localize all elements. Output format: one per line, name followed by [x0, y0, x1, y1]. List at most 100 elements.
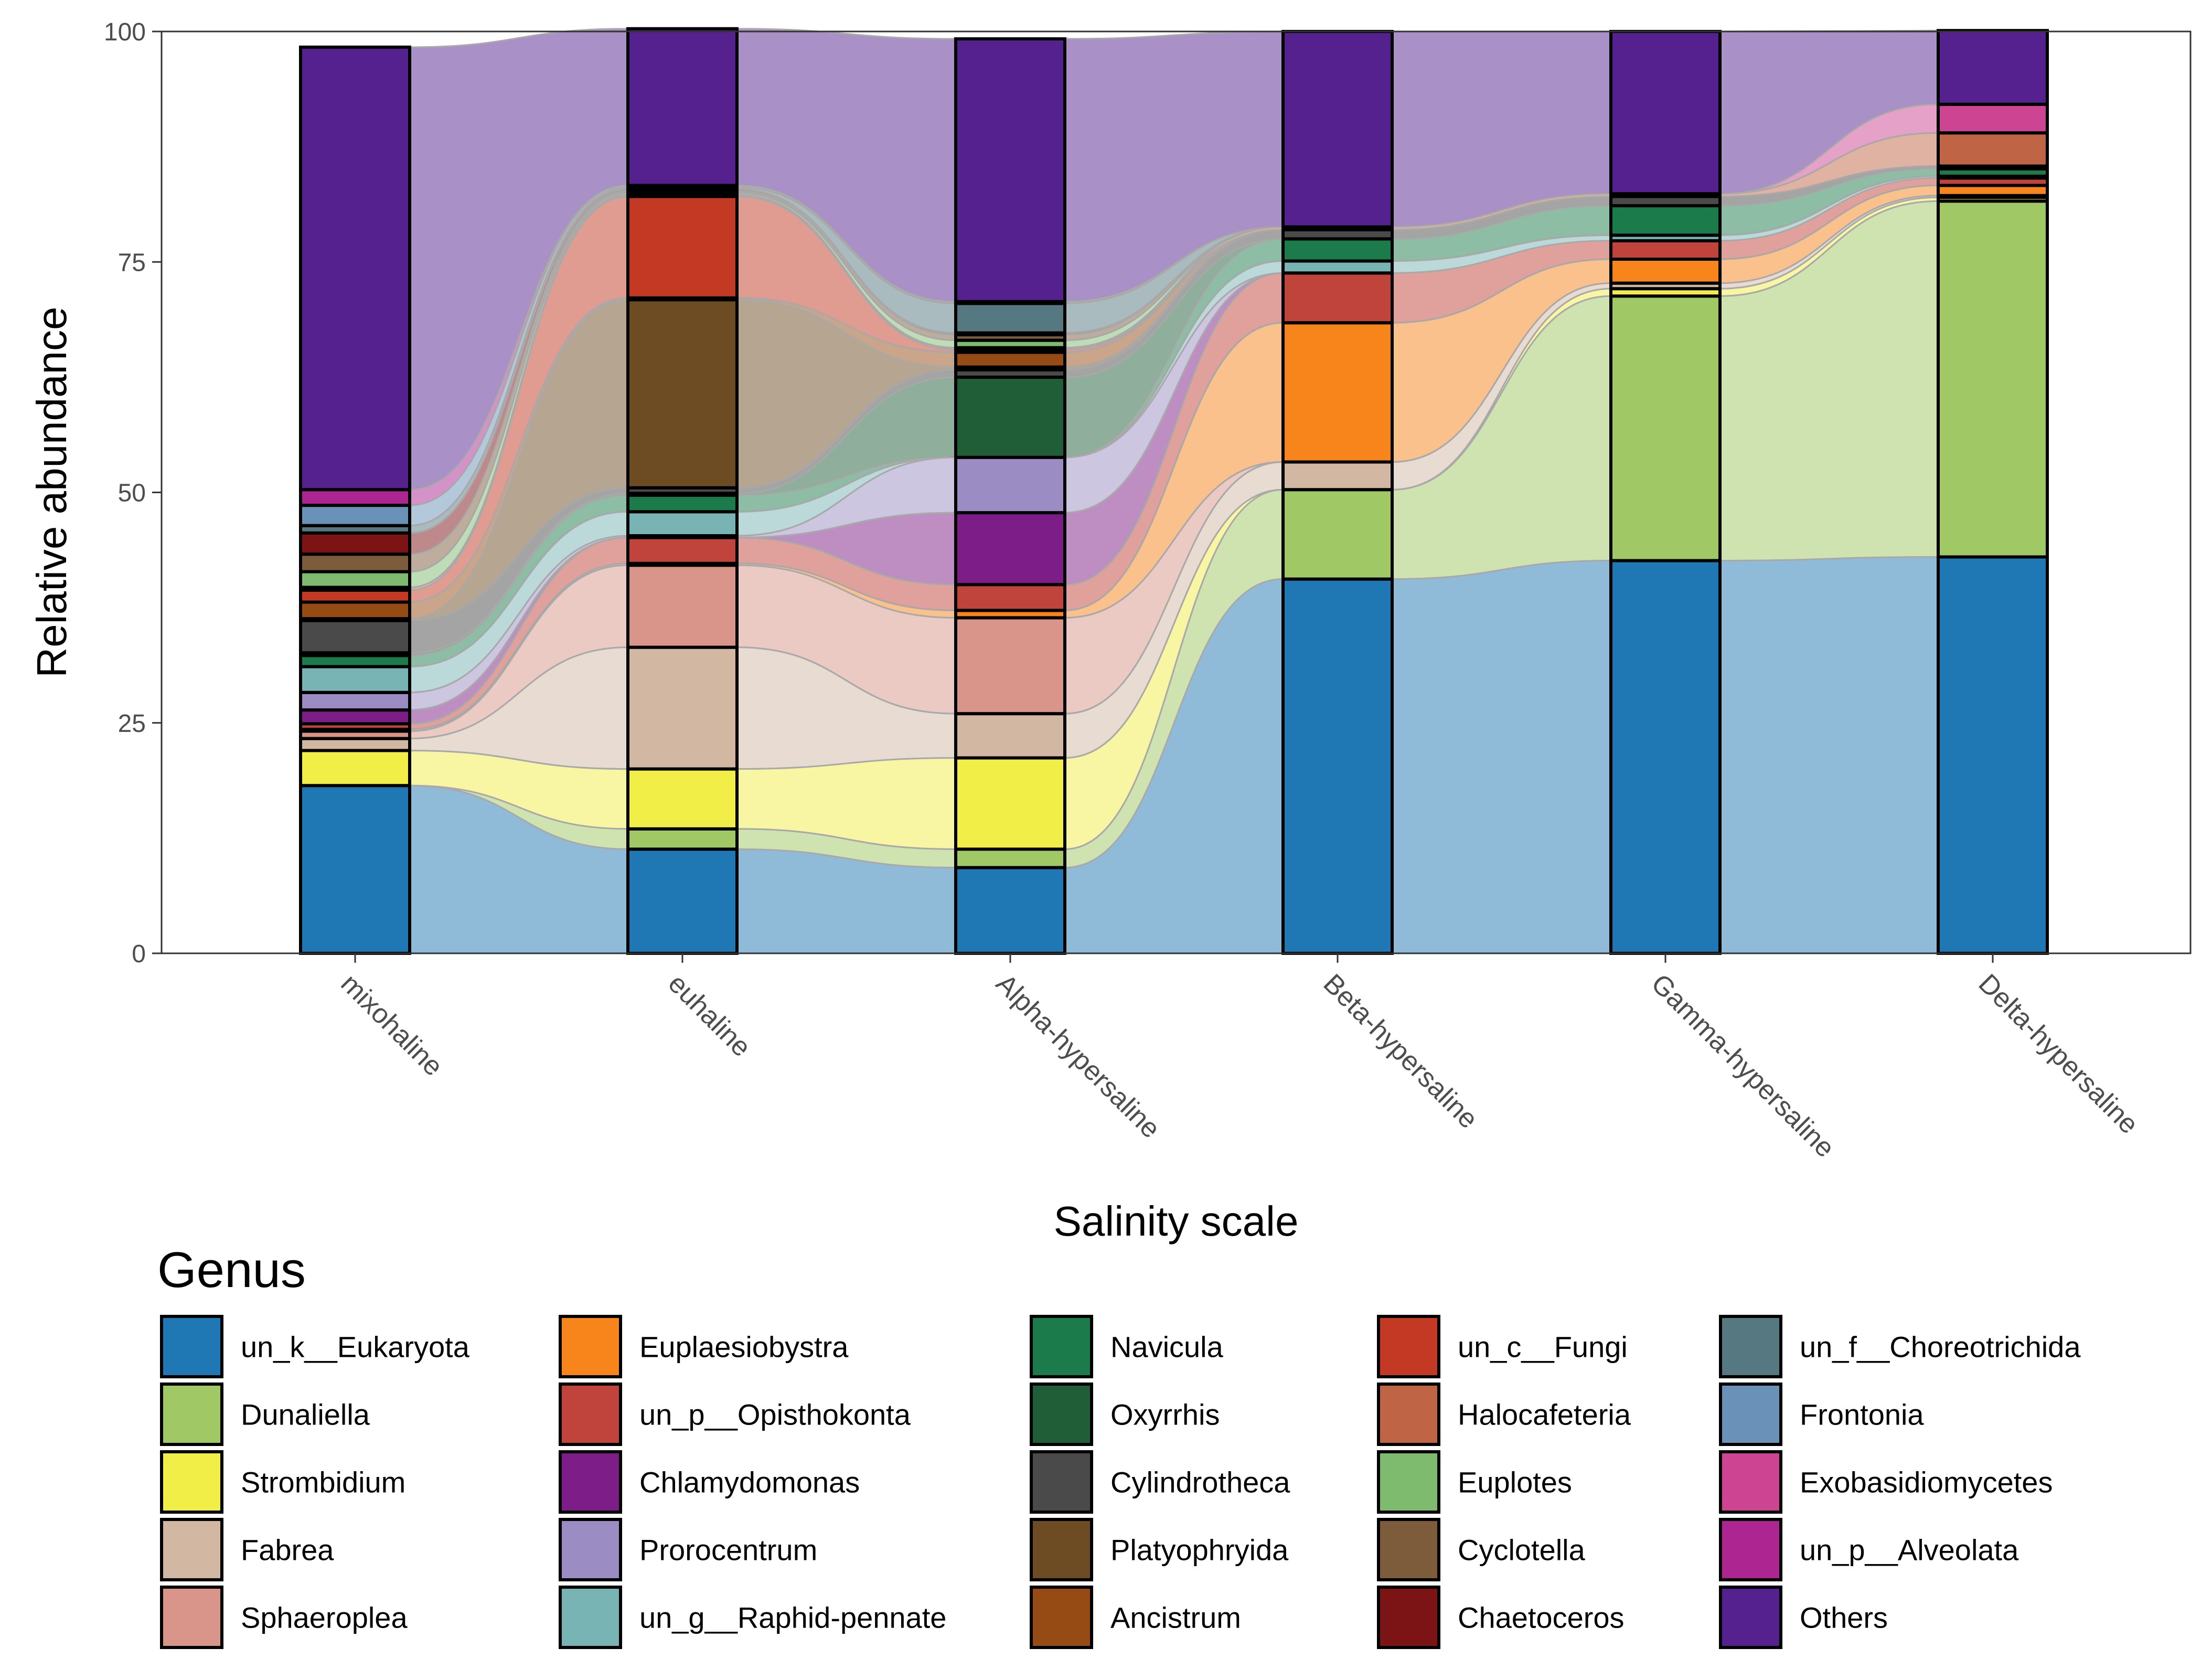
legend-key-cylindrotheca: [1030, 1450, 1093, 1514]
legend-key-strombidium: [160, 1450, 223, 1514]
legend-key-euplotes: [1377, 1450, 1440, 1514]
bar-segment-beta-hypersaline-others: [1281, 30, 1394, 229]
x-tick-label-delta-hypersaline: Delta-hypersaline: [1973, 968, 2144, 1140]
legend-key-exobasidiomycetes: [1719, 1450, 1782, 1514]
bar-segment-alpha-hypersaline-strombidium: [954, 756, 1066, 851]
bar-segment-euhaline-dunaliella: [626, 827, 739, 851]
bar-segment-mixohaline-frontonia: [299, 504, 411, 527]
legend-label-un-f-choreotrichida: un_f__Choreotrichida: [1800, 1331, 2081, 1364]
y-tick-label: 100: [104, 18, 146, 46]
bar-segment-delta-hypersaline-dunaliella: [1937, 199, 2049, 559]
legend-key-un-p-opisthokonta: [559, 1383, 622, 1446]
legend-key-navicula: [1030, 1315, 1093, 1378]
legend-label-fabrea: Fabrea: [241, 1534, 334, 1567]
bar-segment-mixohaline-ancistrum: [299, 600, 411, 621]
bar-segment-euhaline-un-p-opisthokonta: [626, 536, 739, 565]
bar-segment-alpha-hypersaline-prorocentrum: [954, 455, 1066, 515]
bar-segment-beta-hypersaline-un-k-eukaryota: [1281, 577, 1394, 955]
bar-segment-gamma-hypersaline-dunaliella: [1609, 294, 1722, 562]
y-tick-label: 50: [118, 480, 146, 507]
bar-segment-alpha-hypersaline-fabrea: [954, 712, 1066, 760]
bar-segment-mixohaline-cyclotella: [299, 552, 411, 573]
bar-segment-mixohaline-others: [299, 45, 411, 492]
bar-segment-alpha-hypersaline-chlamydomonas: [954, 511, 1066, 587]
legend-key-ancistrum: [1030, 1586, 1093, 1649]
legend-label-chaetoceros: Chaetoceros: [1458, 1601, 1625, 1634]
bar-segment-beta-hypersaline-navicula: [1281, 237, 1394, 263]
legend-key-un-f-choreotrichida: [1719, 1315, 1782, 1378]
y-tick-label: 75: [118, 249, 146, 277]
legend-label-prorocentrum: Prorocentrum: [639, 1534, 817, 1567]
bar-segment-euhaline-fabrea: [626, 645, 739, 771]
legend-label-others: Others: [1800, 1601, 1888, 1634]
legend-label-halocafeteria: Halocafeteria: [1458, 1398, 1631, 1431]
legend-key-cyclotella: [1377, 1518, 1440, 1581]
bar-segment-alpha-hypersaline-ancistrum: [954, 350, 1066, 369]
bar-segment-alpha-hypersaline-un-p-opisthokonta: [954, 583, 1066, 612]
alluvial-flows: [409, 28, 1939, 954]
bar-segment-beta-hypersaline-fabrea: [1281, 460, 1394, 492]
legend-label-un-k-eukaryota: un_k__Eukaryota: [241, 1331, 470, 1364]
bar-segment-delta-hypersaline-exobasidiomycetes: [1937, 102, 2049, 135]
legend-label-platyophryida: Platyophryida: [1110, 1534, 1289, 1567]
bar-segment-gamma-hypersaline-navicula: [1609, 204, 1722, 237]
bar-segment-mixohaline-un-g-raphid-pennate: [299, 665, 411, 694]
x-tick-label-mixohaline: mixohaline: [335, 968, 449, 1082]
legend-key-halocafeteria: [1377, 1383, 1440, 1446]
bar-segment-mixohaline-strombidium: [299, 749, 411, 788]
bar-segment-euhaline-un-k-eukaryota: [626, 847, 739, 955]
legend-label-un-g-raphid-pennate: un_g__Raphid-pennate: [639, 1601, 946, 1634]
bar-segment-beta-hypersaline-un-g-raphid-pennate: [1281, 259, 1394, 275]
bar-segment-gamma-hypersaline-euplaesiobystra: [1609, 257, 1722, 285]
x-axis: mixohaline euhaline Alpha-hypersaline Beta-…: [335, 953, 2144, 1164]
legend-key-others: [1719, 1586, 1782, 1649]
legend-label-exobasidiomycetes: Exobasidiomycetes: [1800, 1466, 2053, 1499]
bar-segment-beta-hypersaline-un-p-opisthokonta: [1281, 271, 1394, 325]
bar-segment-alpha-hypersaline-oxyrrhis: [954, 375, 1066, 459]
legend-label-navicula: Navicula: [1110, 1331, 1224, 1364]
bar-segment-mixohaline-prorocentrum: [299, 690, 411, 712]
bar-segment-delta-hypersaline-halocafeteria: [1937, 131, 2049, 168]
legend-label-ancistrum: Ancistrum: [1110, 1601, 1241, 1634]
bar-segment-euhaline-navicula: [626, 493, 739, 514]
bar-segment-delta-hypersaline-others: [1937, 29, 2049, 106]
bar-segment-beta-hypersaline-dunaliella: [1281, 488, 1394, 581]
x-tick-label-gamma-hypersaline: Gamma-hypersaline: [1645, 968, 1841, 1163]
legend-label-frontonia: Frontonia: [1800, 1398, 1924, 1431]
bar-segment-mixohaline-un-p-alveolata: [299, 488, 411, 507]
bar-segment-mixohaline-chaetoceros: [299, 531, 411, 556]
legend: un_k__Eukaryota Dunaliella Strombidium Fabr…: [160, 1315, 2081, 1649]
bar-segment-gamma-hypersaline-un-p-opisthokonta: [1609, 239, 1722, 261]
legend-label-un-p-opisthokonta: un_p__Opisthokonta: [639, 1398, 911, 1431]
bar-segment-gamma-hypersaline-un-k-eukaryota: [1609, 559, 1722, 955]
legend-label-oxyrrhis: Oxyrrhis: [1110, 1398, 1220, 1431]
legend-key-un-c-fungi: [1377, 1315, 1440, 1378]
bar-segment-alpha-hypersaline-un-k-eukaryota: [954, 866, 1066, 955]
bar-segment-alpha-hypersaline-sphaeroplea: [954, 616, 1066, 716]
legend-label-euplaesiobystra: Euplaesiobystra: [639, 1331, 849, 1364]
bar-segment-alpha-hypersaline-others: [954, 37, 1066, 303]
bar-segment-mixohaline-chlamydomonas: [299, 708, 411, 726]
x-tick-label-alpha-hypersaline: Alpha-hypersaline: [990, 968, 1166, 1144]
legend-label-chlamydomonas: Chlamydomonas: [639, 1466, 860, 1499]
legend-key-oxyrrhis: [1030, 1383, 1093, 1446]
x-tick-label-euhaline: euhaline: [662, 968, 757, 1062]
legend-key-chlamydomonas: [559, 1450, 622, 1514]
legend-label-cyclotella: Cyclotella: [1458, 1534, 1586, 1567]
x-tick-label-beta-hypersaline: Beta-hypersaline: [1318, 968, 1484, 1134]
bar-segment-mixohaline-navicula: [299, 654, 411, 668]
y-axis-title: Relative abundance: [28, 306, 75, 677]
legend-key-fabrea: [160, 1518, 223, 1581]
legend-label-strombidium: Strombidium: [241, 1466, 405, 1499]
legend-key-prorocentrum: [559, 1518, 622, 1581]
bar-segment-gamma-hypersaline-others: [1609, 30, 1722, 196]
bar-segment-beta-hypersaline-euplaesiobystra: [1281, 321, 1394, 464]
bar-segment-euhaline-sphaeroplea: [626, 563, 739, 649]
legend-key-sphaeroplea: [160, 1586, 223, 1649]
bar-segment-mixohaline-fabrea: [299, 737, 411, 752]
bar-segment-mixohaline-euplotes: [299, 570, 411, 589]
flow-others-3: [1064, 30, 1284, 303]
bar-stacks: [299, 27, 2049, 955]
legend-label-cylindrotheca: Cylindrotheca: [1110, 1466, 1290, 1499]
